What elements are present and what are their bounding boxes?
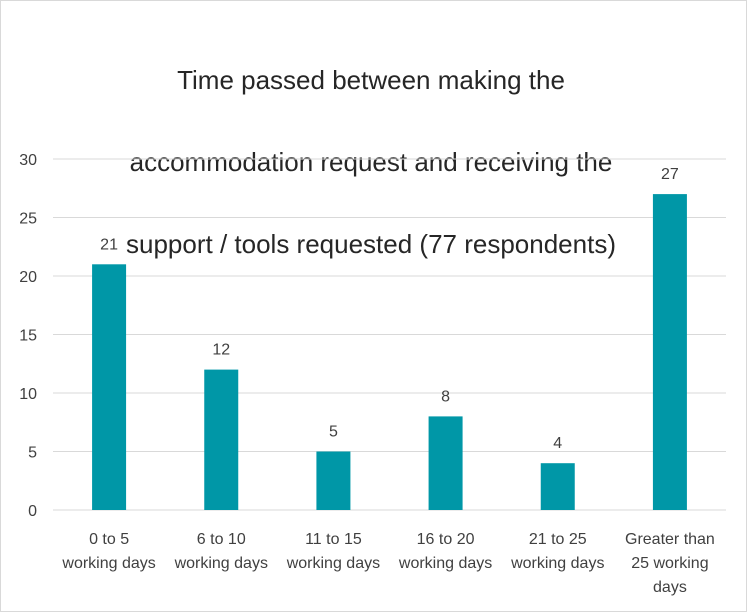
y-tick-label-5: 5 [28,445,37,462]
category-label-1-line-0: 6 to 10 [197,531,246,548]
data-label-0: 21 [100,236,118,253]
category-label-0-line-1: working days [61,555,155,572]
y-tick-label-20: 20 [19,269,37,286]
y-tick-label-25: 25 [19,211,37,228]
category-label-0-line-0: 0 to 5 [89,531,129,548]
chart-title-line-2: accommodation request and receiving the [129,147,613,177]
category-label-5-line-0: Greater than [625,531,715,548]
chart-title-line-3: support / tools requested (77 respondent… [126,229,616,259]
category-label-3-line-0: 16 to 20 [417,531,475,548]
data-label-4: 4 [553,435,562,452]
category-label-5-line-1: 25 working [631,555,708,572]
category-label-2-line-1: working days [286,555,380,572]
category-label-2-line-0: 11 to 15 [305,531,362,548]
category-label-4-line-0: 21 to 25 [529,531,587,548]
data-label-3: 8 [441,388,450,405]
chart-title-line-1: Time passed between making the [177,65,565,95]
bar-0 [92,264,127,510]
y-tick-label-10: 10 [19,386,37,403]
bar-2 [316,451,351,510]
bar-4 [540,463,575,510]
data-label-5: 27 [661,166,679,183]
data-label-1: 12 [212,342,230,359]
category-label-5-line-2: days [653,579,687,596]
bar-3 [428,416,463,510]
category-label-1-line-1: working days [174,555,268,572]
y-tick-label-0: 0 [28,503,37,520]
bar-1 [204,369,239,510]
category-label-4-line-1: working days [510,555,604,572]
y-tick-label-15: 15 [19,328,37,345]
chart-title: Time passed between making the accommoda… [61,19,681,306]
y-tick-label-30: 30 [19,152,37,169]
bar-5 [652,194,687,510]
data-label-2: 5 [329,424,338,441]
category-label-3-line-1: working days [398,555,492,572]
